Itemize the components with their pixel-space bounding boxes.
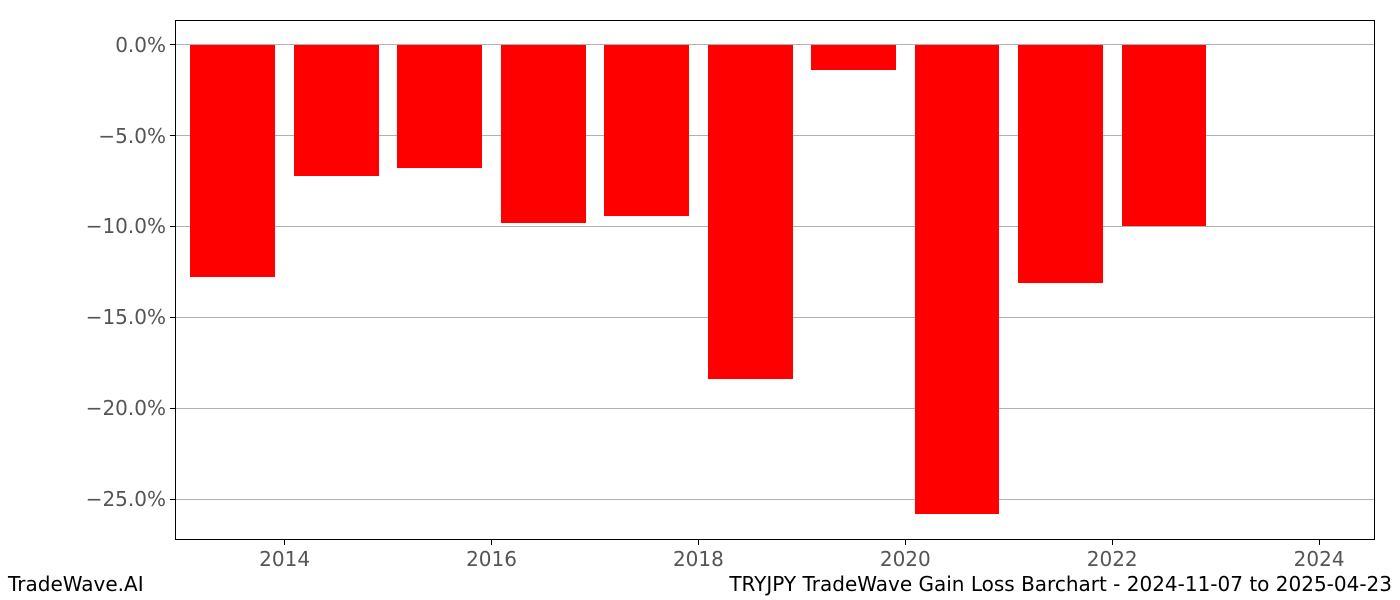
bar <box>397 45 482 169</box>
gridline <box>176 499 1374 500</box>
ytick-label: −20.0% <box>86 396 176 420</box>
bar <box>1018 45 1103 283</box>
plot-area: −25.0%−20.0%−15.0%−10.0%−5.0%0.0%2014201… <box>175 20 1375 540</box>
bar <box>811 45 896 70</box>
xtick-label: 2024 <box>1294 539 1345 571</box>
gridline <box>176 408 1374 409</box>
ytick-label: −10.0% <box>86 214 176 238</box>
xtick-label: 2018 <box>673 539 724 571</box>
ytick-label: −15.0% <box>86 305 176 329</box>
ytick-label: −25.0% <box>86 487 176 511</box>
bar <box>1122 45 1207 227</box>
bar <box>604 45 689 216</box>
bar <box>708 45 793 380</box>
attribution-label: TradeWave.AI <box>8 572 144 596</box>
xtick-label: 2014 <box>259 539 310 571</box>
xtick-label: 2016 <box>466 539 517 571</box>
chart-title-label: TRYJPY TradeWave Gain Loss Barchart - 20… <box>729 572 1392 596</box>
bar <box>190 45 275 278</box>
bar <box>501 45 586 223</box>
figure: −25.0% −20.0% −15.0% −10.0% −5.0% 0.0% 2014 201… <box>0 0 1400 600</box>
ytick-label: −5.0% <box>98 124 176 148</box>
xtick-label: 2020 <box>880 539 931 571</box>
bar <box>294 45 379 176</box>
ytick-label: 0.0% <box>115 33 176 57</box>
xtick-label: 2022 <box>1087 539 1138 571</box>
bar <box>915 45 1000 514</box>
